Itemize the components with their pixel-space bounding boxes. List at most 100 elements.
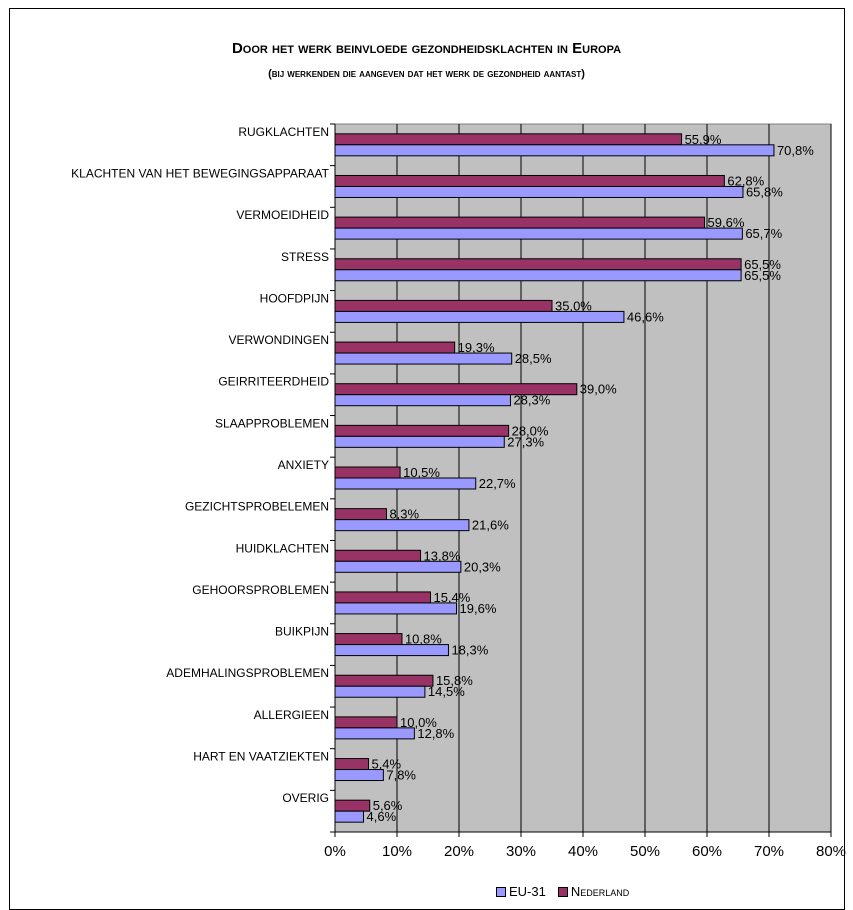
data-label-nederland: 59,6%: [708, 215, 745, 230]
data-label-eu31: 46,6%: [627, 309, 664, 324]
bar-nederland: [334, 799, 371, 812]
data-label-eu31: 7,8%: [386, 768, 416, 783]
x-tick-label: 30%: [506, 843, 536, 860]
bar-eu31: [334, 727, 415, 740]
bar-eu31: [334, 560, 462, 573]
legend-label-eu31: EU-31: [509, 884, 546, 899]
bar-eu31: [334, 769, 384, 782]
legend-item-nederland: Nederland: [557, 884, 630, 899]
bar-nederland: [334, 258, 742, 271]
x-tick-label: 20%: [444, 843, 474, 860]
bar-eu31: [334, 227, 743, 240]
x-tick-label: 50%: [630, 843, 660, 860]
x-tick-label: 80%: [816, 843, 846, 860]
bar-eu31: [334, 185, 744, 198]
data-label-eu31: 14,5%: [428, 684, 465, 699]
category-label: HOOFDPIJN: [260, 291, 329, 305]
category-label: GEIRRITEERDHEID: [218, 375, 329, 389]
category-label: HUIDKLACHTEN: [236, 541, 329, 555]
bar-nederland: [334, 716, 398, 729]
bar-eu31: [334, 435, 505, 448]
x-tick-label: 70%: [754, 843, 784, 860]
category-label: ADEMHALINGSPROBLEMEN: [166, 666, 329, 680]
legend-swatch-nederland: [557, 886, 568, 897]
bar-nederland: [334, 341, 456, 354]
bar-chart: 0% 10% 20% 30% 40% 50% 60% 70% 80% RUGKLACHTEN 55,…: [71, 123, 846, 860]
category-label: KLACHTEN VAN HET BEWEGINGSAPPARAAT: [71, 166, 330, 180]
category-label: ALLERGIEEN: [254, 708, 329, 722]
data-label-nederland: 5,4%: [371, 757, 401, 772]
x-tick-label: 60%: [692, 843, 722, 860]
bar-nederland: [334, 424, 510, 437]
bar-eu31: [334, 519, 470, 532]
x-tick-label: 10%: [382, 843, 412, 860]
data-label-eu31: 21,6%: [472, 518, 509, 533]
data-label-eu31: 65,7%: [745, 226, 782, 241]
bar-eu31: [334, 269, 742, 282]
category-label: BUIKPIJN: [275, 625, 329, 639]
bar-nederland: [334, 466, 401, 479]
data-label-eu31: 20,3%: [464, 559, 501, 574]
bar-nederland: [334, 758, 369, 771]
bar-eu31: [334, 685, 426, 698]
category-label: GEHOORSPROBLEMEN: [192, 583, 329, 597]
bar-nederland: [334, 216, 706, 229]
category-label: STRESS: [281, 250, 329, 264]
bar-eu31: [334, 602, 458, 615]
data-label-eu31: 28,5%: [515, 351, 552, 366]
data-label-eu31: 18,3%: [451, 643, 488, 658]
bar-eu31: [334, 352, 513, 365]
bar-nederland: [334, 591, 431, 604]
category-label: SLAAPPROBLEMEN: [215, 416, 329, 430]
data-label-eu31: 19,6%: [460, 601, 497, 616]
data-label-eu31: 28,3%: [513, 393, 550, 408]
data-label-nederland: 10,8%: [405, 632, 442, 647]
data-label-eu31: 22,7%: [479, 476, 516, 491]
bar-nederland: [334, 508, 387, 521]
chart-subtitle: (bij werkenden die aangeven dat het werk…: [268, 68, 585, 80]
data-label-eu31: 4,6%: [367, 809, 397, 824]
bar-eu31: [334, 394, 511, 407]
data-label-nederland: 65,5%: [744, 257, 781, 272]
legend-swatch-eu31: [496, 886, 506, 897]
data-label-nederland: 62,8%: [727, 173, 764, 188]
bar-eu31: [334, 644, 449, 657]
legend-label-nederland: Nederland: [570, 884, 630, 899]
category-label: GEZICHTSPROBELEMEN: [185, 500, 329, 514]
data-label-nederland: 5,6%: [373, 798, 403, 813]
data-label-eu31: 65,8%: [746, 184, 783, 199]
data-label-eu31: 65,5%: [744, 268, 781, 283]
bar-nederland: [334, 549, 422, 562]
category-label: RUGKLACHTEN: [238, 125, 329, 139]
bar-nederland: [334, 133, 683, 146]
category-label: HART EN VAATZIEKTEN: [193, 750, 329, 764]
category-label: VERWONDINGEN: [229, 333, 329, 347]
x-tick-label: 40%: [568, 843, 598, 860]
bar-eu31: [334, 477, 477, 490]
data-label-eu31: 27,3%: [507, 434, 544, 449]
data-label-nederland: 55,9%: [685, 132, 722, 147]
bar-eu31: [334, 144, 775, 157]
legend: EU-31 Nederland: [496, 884, 641, 899]
data-label-eu31: 12,8%: [417, 726, 454, 741]
bar-eu31: [334, 310, 625, 323]
data-label-nederland: 39,0%: [580, 382, 617, 397]
category-label: ANXIETY: [278, 458, 329, 472]
data-label-nederland: 10,5%: [403, 465, 440, 480]
bar-nederland: [334, 633, 403, 646]
data-label-nederland: 15,8%: [436, 673, 473, 688]
bar-nederland: [334, 174, 725, 187]
bar-eu31: [334, 810, 365, 823]
data-label-nederland: 28,0%: [512, 423, 549, 438]
category-label: VERMOEIDHEID: [236, 208, 329, 222]
chart-title: Door het werk beinvloede gezondheidsklac…: [231, 40, 622, 57]
data-label-nederland: 35,0%: [555, 298, 592, 313]
bar-nederland: [334, 299, 553, 312]
data-label-nederland: 8,3%: [389, 507, 419, 522]
data-label-eu31: 70,8%: [777, 143, 814, 158]
bar-nederland: [334, 674, 434, 687]
data-label-nederland: 13,8%: [424, 548, 461, 563]
x-tick-label: 0%: [324, 843, 346, 860]
data-label-nederland: 15,4%: [433, 590, 470, 605]
data-label-nederland: 19,3%: [458, 340, 495, 355]
